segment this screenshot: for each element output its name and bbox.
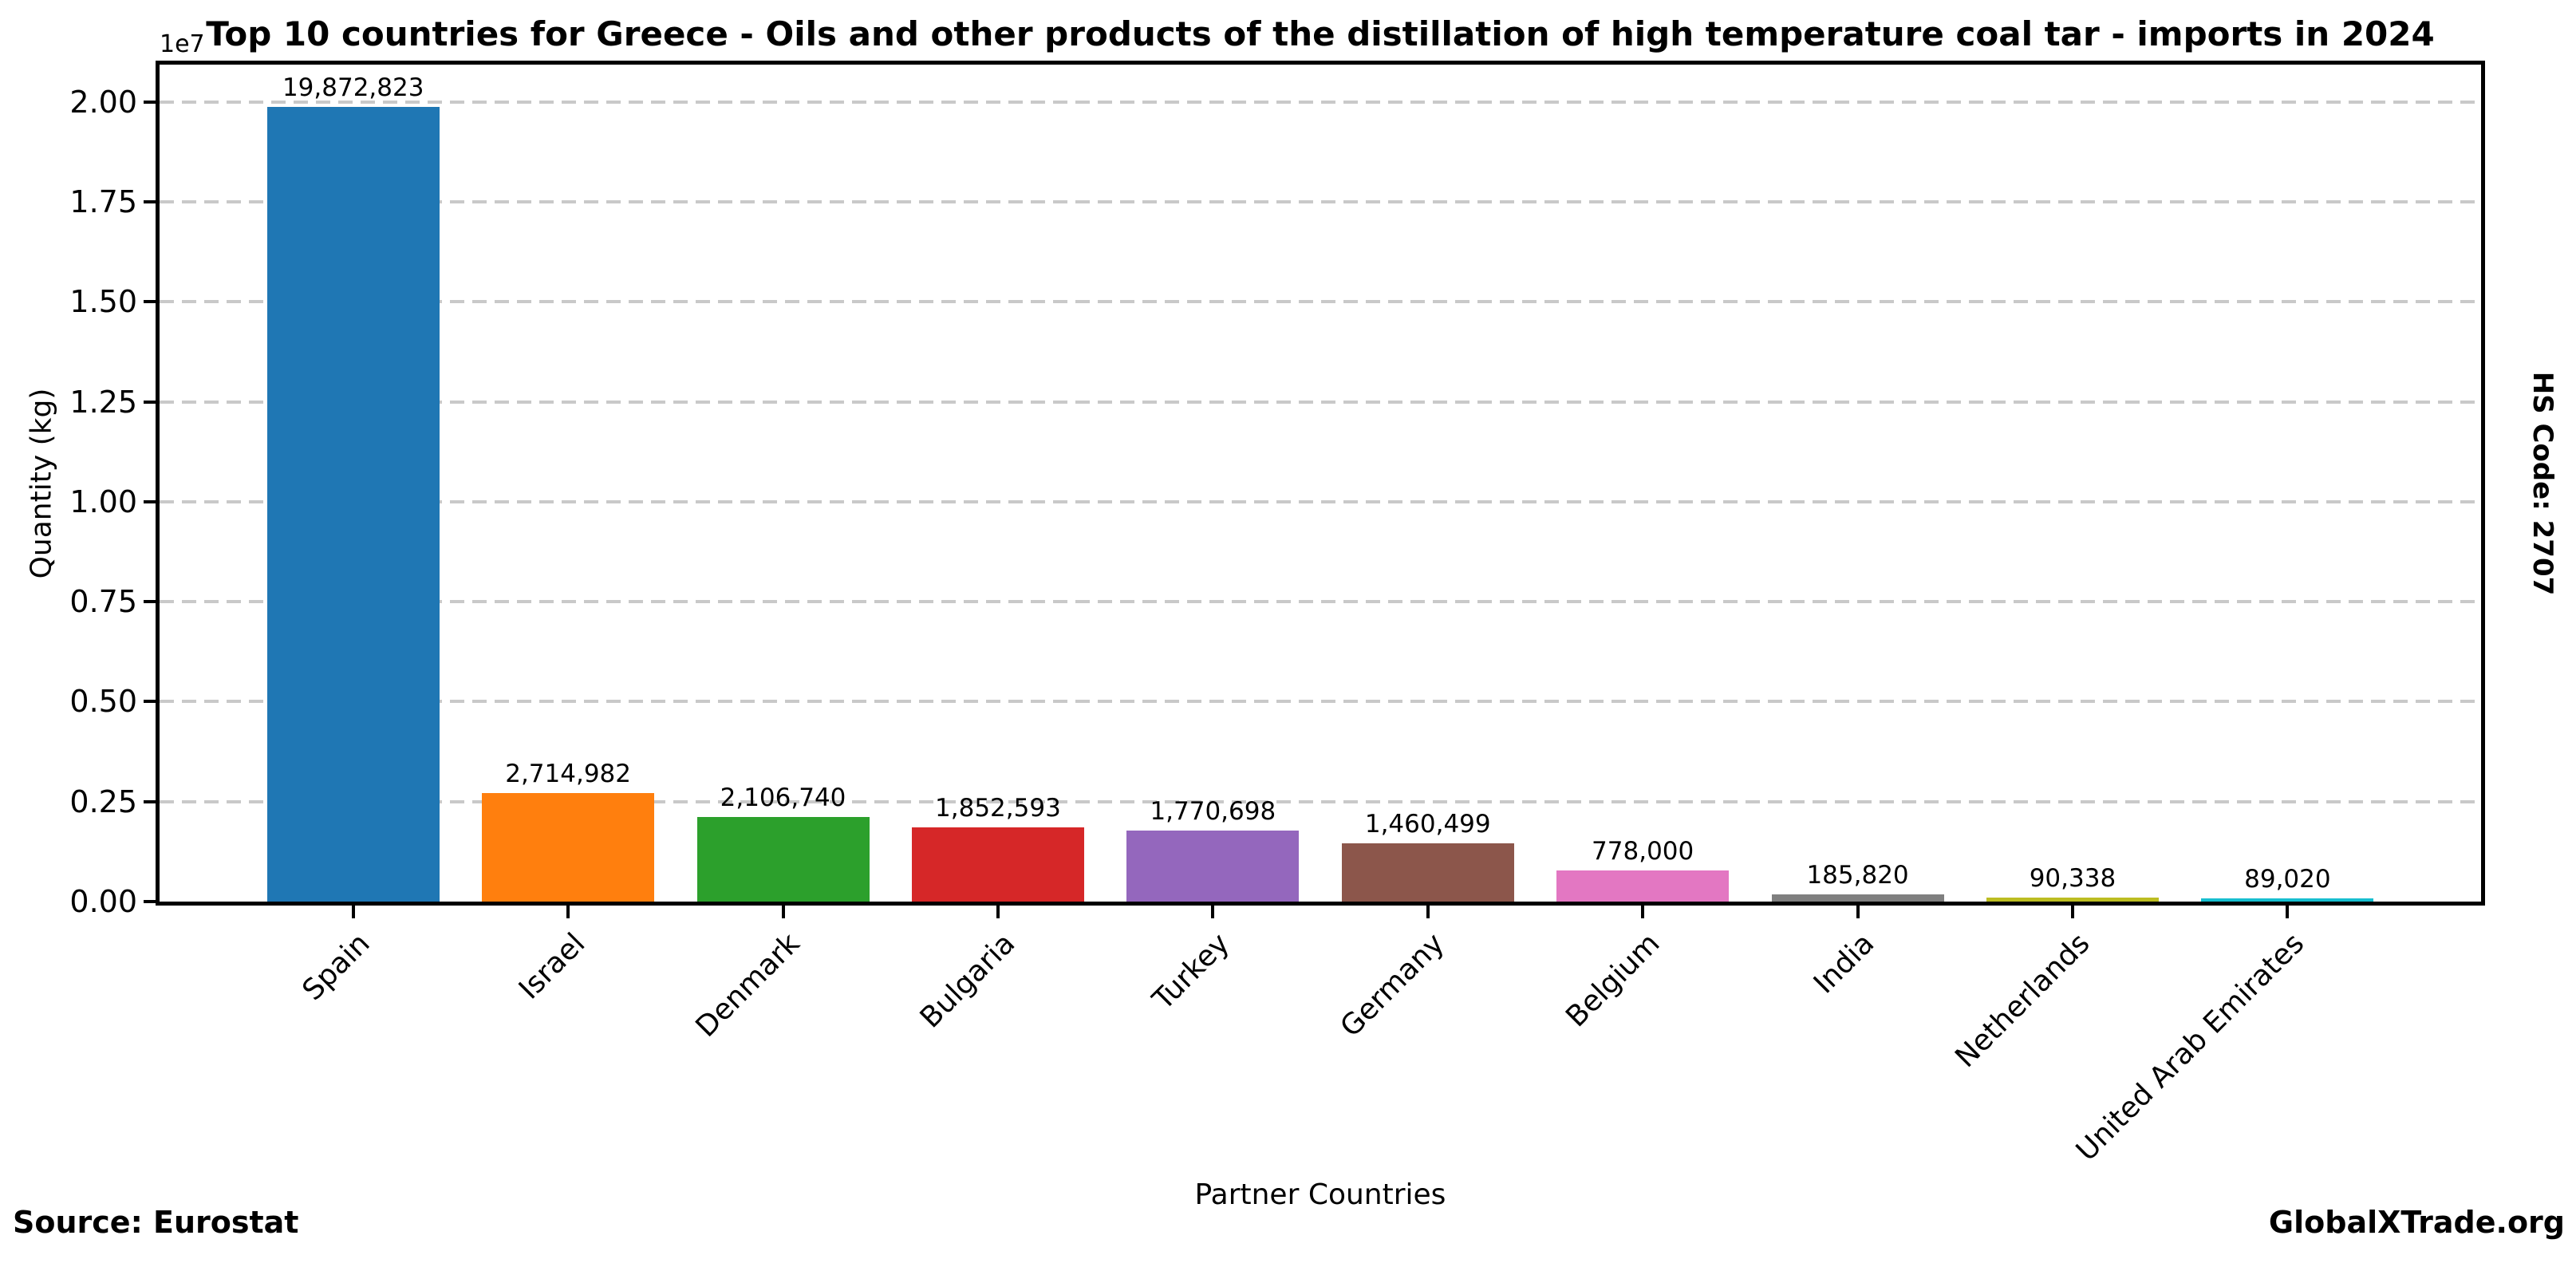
bar-value-label-united-arab-emirates: 89,020 <box>2244 865 2331 894</box>
bar-slot-bulgaria: 1,852,593 Bulgaria <box>890 65 1105 1035</box>
bar-israel <box>482 793 655 902</box>
y-axis-offset-text: 1e7 <box>160 30 205 58</box>
bar-belgium <box>1556 870 1730 902</box>
bar-value-label-germany: 1,460,499 <box>1364 810 1491 839</box>
bar-slot-belgium: 778,000 Belgium <box>1535 65 1750 1033</box>
gridline-y-17500000 <box>160 200 2481 204</box>
x-tick-mark-germany <box>1426 906 1430 918</box>
y-tick-mark-1.50 <box>144 300 156 304</box>
x-tick-label-germany: Germany <box>1334 927 1451 1044</box>
gridline-y-7500000 <box>160 600 2481 604</box>
bar-slot-india: 185,820 India <box>1750 65 1965 1000</box>
bar-spain <box>266 107 440 902</box>
y-tick-label-1.25: 1.25 <box>69 384 137 420</box>
bar-slot-united-arab-emirates: 89,020 United Arab Emirates <box>2070 65 2395 1167</box>
x-tick-mark-netherlands <box>2070 906 2074 918</box>
x-tick-mark-spain <box>351 906 355 918</box>
bar-value-label-israel: 2,714,982 <box>505 760 631 788</box>
y-tick-mark-0.75 <box>144 600 156 604</box>
y-tick-mark-2.00 <box>144 100 156 104</box>
gridline-y-2500000 <box>160 799 2481 803</box>
bar-value-label-denmark: 2,106,740 <box>720 783 846 812</box>
gridline-y-12500000 <box>160 400 2481 404</box>
x-tick-label-india: India <box>1808 927 1881 1001</box>
x-tick-label-united-arab-emirates: United Arab Emirates <box>2069 927 2311 1168</box>
y-tick-label-0.25: 0.25 <box>69 783 137 819</box>
bars-row: 19,872,823 Spain 2,714,982 Israel 2,106,740 D… <box>160 65 2481 1167</box>
bar-bulgaria <box>911 827 1084 902</box>
bar-value-label-turkey: 1,770,698 <box>1150 797 1276 826</box>
bar-turkey <box>1126 831 1300 902</box>
gridline-y-15000000 <box>160 300 2481 304</box>
gridline-y-5000000 <box>160 700 2481 704</box>
y-tick-mark-0.25 <box>144 799 156 803</box>
bar-slot-denmark: 2,106,740 Denmark <box>676 65 890 1044</box>
gridline-y-20000000 <box>160 100 2481 104</box>
source-label: Source: Eurostat <box>13 1205 299 1240</box>
bar-value-label-bulgaria: 1,852,593 <box>935 794 1061 823</box>
x-tick-mark-bulgaria <box>996 906 1000 918</box>
bar-value-label-india: 185,820 <box>1806 861 1909 890</box>
bar-united-arab-emirates <box>2201 898 2374 902</box>
y-tick-mark-0.50 <box>144 700 156 704</box>
x-tick-mark-united-arab-emirates <box>2286 906 2290 918</box>
bar-slot-israel: 2,714,982 Israel <box>460 65 675 1006</box>
bar-slot-spain: 19,872,823 Spain <box>246 65 460 1007</box>
y-tick-label-1.50: 1.50 <box>69 284 137 320</box>
y-tick-label-1.00: 1.00 <box>69 483 137 519</box>
bar-slot-germany: 1,460,499 Germany <box>1320 65 1535 1044</box>
chart-title: Top 10 countries for Greece - Oils and o… <box>206 14 2435 53</box>
x-tick-label-bulgaria: Bulgaria <box>913 927 1021 1035</box>
y-tick-mark-0.00 <box>144 900 156 903</box>
y-tick-label-2.00: 2.00 <box>69 84 137 120</box>
x-tick-mark-india <box>1856 906 1860 918</box>
x-tick-label-netherlands: Netherlands <box>1948 927 2096 1075</box>
bar-value-label-belgium: 778,000 <box>1592 837 1694 866</box>
x-tick-label-denmark: Denmark <box>689 927 807 1044</box>
plot-inner: 19,872,823 Spain 2,714,982 Israel 2,106,740 D… <box>160 65 2481 1167</box>
bar-denmark <box>696 817 870 902</box>
y-tick-label-0.00: 0.00 <box>69 884 137 919</box>
x-tick-mark-denmark <box>781 906 785 918</box>
y-tick-mark-1.75 <box>144 200 156 204</box>
y-tick-label-1.75: 1.75 <box>69 184 137 220</box>
bar-slot-turkey: 1,770,698 Turkey <box>1106 65 1320 1016</box>
x-tick-mark-israel <box>566 906 570 918</box>
brand-label: GlobalXTrade.org <box>2268 1205 2565 1240</box>
x-tick-label-turkey: Turkey <box>1146 927 1237 1016</box>
y-tick-mark-1.25 <box>144 400 156 404</box>
x-tick-mark-turkey <box>1211 906 1215 918</box>
y-tick-label-0.75: 0.75 <box>69 584 137 620</box>
bar-india <box>1771 894 1944 902</box>
plot-area: 19,872,823 Spain 2,714,982 Israel 2,106,740 D… <box>156 61 2485 1167</box>
bar-netherlands <box>1986 898 2159 902</box>
x-tick-label-belgium: Belgium <box>1559 927 1667 1034</box>
y-tick-mark-1.00 <box>144 499 156 503</box>
bar-germany <box>1341 843 1514 902</box>
bar-value-label-netherlands: 90,338 <box>2029 864 2116 893</box>
x-axis-label: Partner Countries <box>1194 1178 1446 1211</box>
y-tick-label-0.50: 0.50 <box>69 684 137 720</box>
x-tick-label-spain: Spain <box>296 927 377 1008</box>
bar-value-label-spain: 19,872,823 <box>282 73 424 102</box>
hs-code-label: HS Code: 2707 <box>2527 371 2558 596</box>
x-tick-label-israel: Israel <box>512 927 592 1006</box>
x-tick-mark-belgium <box>1641 906 1645 918</box>
gridline-y-10000000 <box>160 499 2481 503</box>
bar-slot-netherlands: 90,338 Netherlands <box>1949 65 2180 1074</box>
